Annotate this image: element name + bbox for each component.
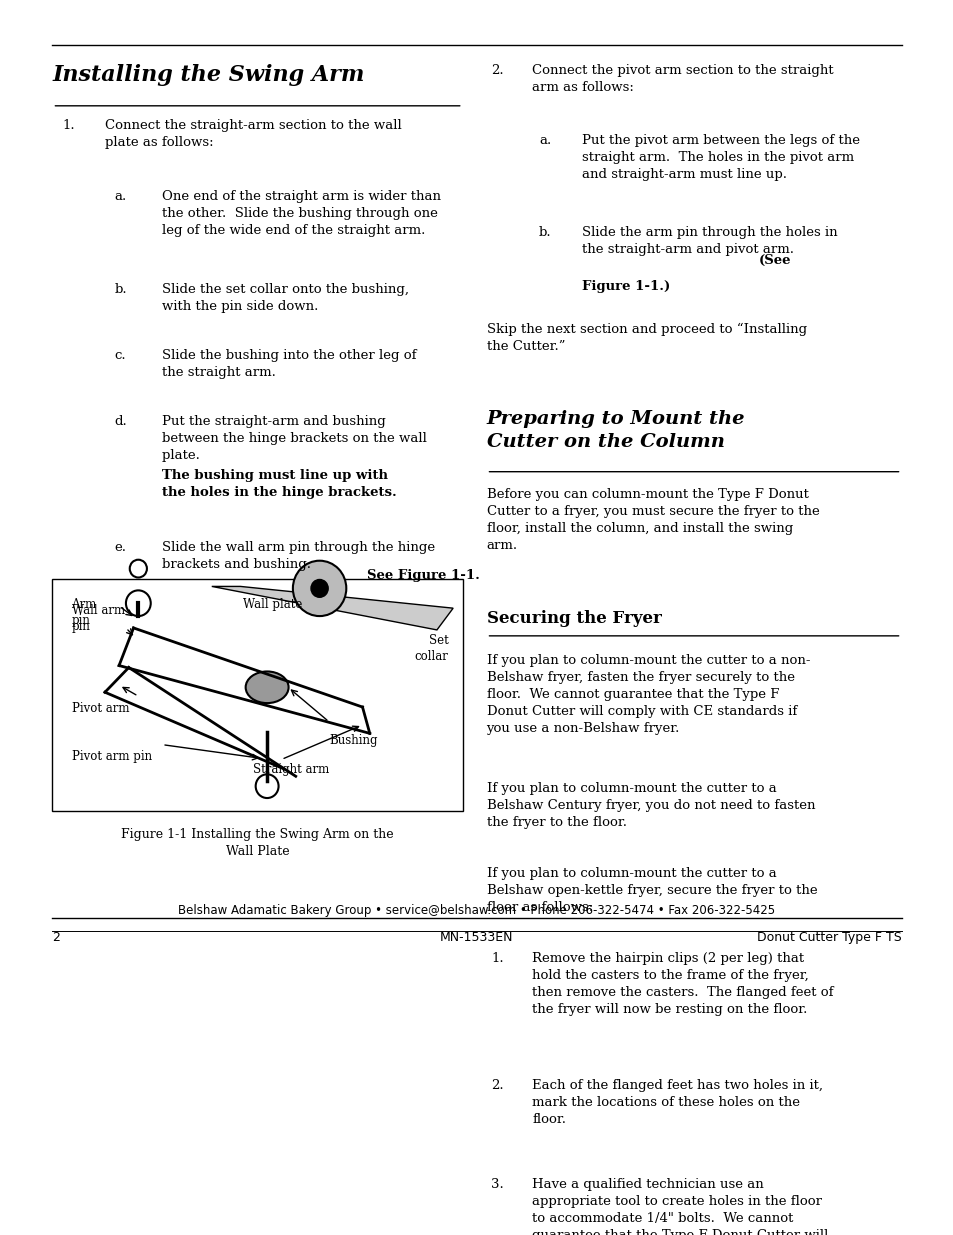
Text: See Figure 1-1.: See Figure 1-1.: [367, 568, 479, 582]
Text: Wall arm
pin: Wall arm pin: [71, 604, 125, 634]
Text: Put the pivot arm between the legs of the
straight arm.  The holes in the pivot : Put the pivot arm between the legs of th…: [581, 133, 859, 180]
Text: Arm
pin: Arm pin: [71, 598, 96, 627]
Text: Pivot arm pin: Pivot arm pin: [71, 750, 152, 762]
Text: Belshaw Adamatic Bakery Group • service@belshaw.com • Phone 206-322-5474 • Fax 2: Belshaw Adamatic Bakery Group • service@…: [178, 904, 775, 916]
Text: If you plan to column-mount the cutter to a non-
Belshaw fryer, fasten the fryer: If you plan to column-mount the cutter t…: [486, 653, 809, 735]
Text: Each of the flanged feet has two holes in it,
mark the locations of these holes : Each of the flanged feet has two holes i…: [532, 1079, 822, 1126]
Text: Donut Cutter Type F TS: Donut Cutter Type F TS: [756, 931, 901, 945]
Polygon shape: [212, 587, 453, 630]
Circle shape: [255, 774, 278, 798]
Text: MN-1533EN: MN-1533EN: [439, 931, 514, 945]
Text: One end of the straight arm is wider than
the other.  Slide the bushing through : One end of the straight arm is wider tha…: [162, 190, 440, 237]
Text: Set
collar: Set collar: [414, 634, 448, 663]
Text: Slide the bushing into the other leg of
the straight arm.: Slide the bushing into the other leg of …: [162, 350, 416, 379]
Text: Figure 1-1 Installing the Swing Arm on the
Wall Plate: Figure 1-1 Installing the Swing Arm on t…: [121, 827, 394, 857]
Text: Pivot arm: Pivot arm: [71, 703, 129, 715]
Bar: [52, 578, 462, 811]
Text: 2: 2: [52, 931, 60, 945]
Text: Preparing to Mount the
Cutter on the Column: Preparing to Mount the Cutter on the Col…: [486, 410, 744, 451]
Circle shape: [293, 561, 346, 616]
Text: Slide the arm pin through the holes in
the straight-arm and pivot arm.: Slide the arm pin through the holes in t…: [581, 226, 837, 257]
Text: Bushing: Bushing: [329, 734, 377, 747]
Text: Skip the next section and proceed to “Installing
the Cutter.”: Skip the next section and proceed to “In…: [486, 322, 806, 353]
Text: e.: e.: [114, 541, 127, 555]
Text: Before you can column-mount the Type F Donut
Cutter to a fryer, you must secure : Before you can column-mount the Type F D…: [486, 488, 819, 552]
Text: If you plan to column-mount the cutter to a
Belshaw Century fryer, you do not ne: If you plan to column-mount the cutter t…: [486, 782, 814, 829]
Text: Connect the pivot arm section to the straight
arm as follows:: Connect the pivot arm section to the str…: [532, 64, 833, 94]
Text: 1.: 1.: [491, 952, 503, 966]
Text: a.: a.: [114, 190, 127, 203]
Circle shape: [130, 559, 147, 578]
Text: a.: a.: [538, 133, 551, 147]
Text: 2.: 2.: [491, 64, 503, 78]
Text: Connect the straight-arm section to the wall
plate as follows:: Connect the straight-arm section to the …: [105, 119, 401, 148]
Circle shape: [311, 579, 328, 598]
Text: Have a qualified technician use an
appropriate tool to create holes in the floor: Have a qualified technician use an appro…: [532, 1178, 828, 1235]
Text: Installing the Swing Arm: Installing the Swing Arm: [52, 64, 364, 86]
Text: 1.: 1.: [62, 119, 74, 132]
Text: Slide the set collar onto the bushing,
with the pin side down.: Slide the set collar onto the bushing, w…: [162, 283, 409, 312]
Text: b.: b.: [538, 226, 551, 240]
Text: Securing the Fryer: Securing the Fryer: [486, 610, 660, 627]
Text: The bushing must line up with
the holes in the hinge brackets.: The bushing must line up with the holes …: [162, 469, 396, 499]
Circle shape: [126, 590, 151, 616]
Text: Put the straight-arm and bushing
between the hinge brackets on the wall
plate.: Put the straight-arm and bushing between…: [162, 415, 427, 462]
Text: Slide the wall arm pin through the hinge
brackets and bushing.: Slide the wall arm pin through the hinge…: [162, 541, 435, 571]
Text: Wall plate: Wall plate: [243, 598, 302, 611]
Text: Remove the hairpin clips (2 per leg) that
hold the casters to the frame of the f: Remove the hairpin clips (2 per leg) tha…: [532, 952, 833, 1016]
Text: d.: d.: [114, 415, 127, 429]
Text: 3.: 3.: [491, 1178, 503, 1192]
Text: 2.: 2.: [491, 1079, 503, 1092]
Text: c.: c.: [114, 350, 126, 362]
Text: (See: (See: [758, 254, 790, 267]
Text: Figure 1-1.): Figure 1-1.): [581, 280, 670, 293]
Text: If you plan to column-mount the cutter to a
Belshaw open-kettle fryer, secure th: If you plan to column-mount the cutter t…: [486, 867, 817, 914]
Ellipse shape: [246, 672, 288, 703]
Text: b.: b.: [114, 283, 127, 296]
Text: Straight arm: Straight arm: [253, 763, 329, 777]
